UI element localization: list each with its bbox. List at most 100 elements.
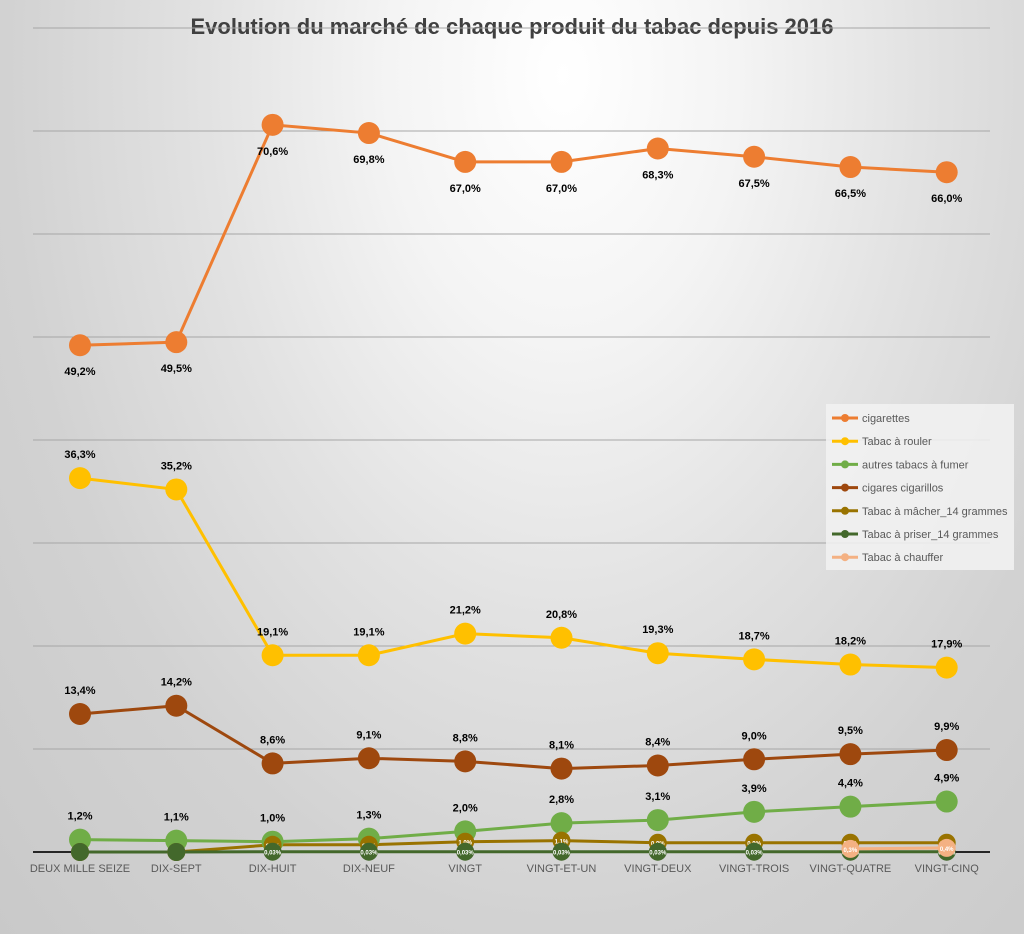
data-point[interactable]	[839, 156, 862, 179]
legend-entry[interactable]: Tabac à mâcher_14 grammes	[862, 506, 1008, 518]
legend-swatch-marker	[841, 414, 849, 422]
data-label: 9,1%	[356, 729, 381, 741]
data-point[interactable]	[550, 626, 573, 649]
data-label: 2,8%	[549, 794, 574, 806]
data-label: 8,8%	[453, 732, 478, 744]
data-point[interactable]	[646, 809, 669, 832]
data-point[interactable]	[743, 648, 766, 671]
data-point[interactable]	[839, 795, 862, 818]
data-label: 21,2%	[450, 605, 481, 617]
data-point[interactable]	[646, 642, 669, 665]
data-label: 18,7%	[738, 630, 769, 642]
data-label: 1,3%	[356, 810, 381, 822]
data-point[interactable]	[743, 748, 766, 771]
data-label: 49,5%	[161, 363, 192, 375]
data-label: 1,1%	[164, 812, 189, 824]
data-point[interactable]	[261, 752, 284, 775]
data-point[interactable]	[454, 622, 477, 645]
legend-swatch-marker	[841, 506, 849, 515]
data-label: 66,5%	[835, 188, 866, 200]
data-label: 36,3%	[64, 449, 95, 461]
data-label: 3,9%	[742, 783, 767, 795]
data-point[interactable]	[935, 161, 958, 184]
data-label: 8,4%	[645, 736, 670, 748]
data-label: 0,03%	[264, 851, 282, 857]
legend-entry[interactable]: Tabac à rouler	[862, 436, 932, 448]
data-point[interactable]	[359, 842, 378, 861]
x-tick-label: DIX-HUIT	[249, 863, 297, 875]
data-point[interactable]	[743, 800, 766, 823]
data-point[interactable]	[357, 122, 380, 145]
data-label: 9,5%	[838, 725, 863, 737]
data-point[interactable]	[357, 747, 380, 770]
data-point[interactable]	[743, 145, 766, 168]
series-line-3	[79, 704, 947, 771]
x-tick-label: VINGT-TROIS	[719, 863, 789, 875]
data-label: 0,03%	[553, 851, 571, 857]
series-line-6	[850, 846, 947, 851]
data-label: 2,0%	[453, 802, 478, 814]
data-point[interactable]	[552, 842, 571, 861]
data-label: 0,03%	[746, 851, 764, 857]
data-point[interactable]	[935, 656, 958, 679]
data-point[interactable]	[648, 842, 667, 861]
data-point[interactable]	[646, 754, 669, 777]
data-point[interactable]	[745, 842, 764, 861]
data-point[interactable]	[167, 843, 186, 861]
legend-entry[interactable]: Tabac à chauffer	[862, 552, 943, 564]
data-label: 19,3%	[642, 624, 673, 636]
data-point[interactable]	[454, 750, 477, 773]
data-point[interactable]	[839, 653, 862, 676]
data-label: 0,03%	[649, 851, 667, 857]
data-label: 19,1%	[353, 626, 384, 638]
data-label: 70,6%	[257, 146, 288, 158]
chart-title: Evolution du marché de chaque produit du…	[190, 14, 833, 39]
data-point[interactable]	[646, 137, 669, 160]
data-point[interactable]	[841, 839, 860, 858]
x-tick-label: VINGT	[448, 863, 482, 875]
data-label: 0,03%	[360, 851, 378, 857]
legend-entry[interactable]: cigarettes	[862, 413, 910, 425]
data-point[interactable]	[261, 644, 284, 667]
data-label: 4,4%	[838, 778, 863, 790]
series-line-2	[79, 800, 947, 844]
data-point[interactable]	[454, 150, 477, 173]
series-line-1	[79, 476, 947, 670]
legend-swatch-marker	[841, 483, 849, 492]
x-tick-label: DIX-NEUF	[343, 863, 395, 875]
data-point[interactable]	[456, 842, 475, 861]
legend-entry[interactable]: cigares cigarillos	[862, 483, 944, 495]
data-label: 18,2%	[835, 636, 866, 648]
data-point[interactable]	[261, 113, 284, 136]
data-point[interactable]	[69, 702, 91, 725]
data-point[interactable]	[263, 842, 282, 861]
x-tick-label: VINGT-DEUX	[624, 863, 692, 875]
data-point[interactable]	[935, 739, 958, 762]
data-point[interactable]	[165, 331, 188, 354]
data-point[interactable]	[550, 150, 573, 173]
x-tick-label: DIX-SEPT	[151, 863, 202, 875]
data-point[interactable]	[165, 694, 188, 717]
data-label: 67,5%	[738, 178, 769, 190]
data-label: 13,4%	[64, 685, 95, 697]
data-point[interactable]	[935, 790, 958, 813]
data-point[interactable]	[165, 478, 188, 501]
data-label: 67,0%	[450, 183, 481, 195]
data-point[interactable]	[839, 743, 862, 766]
data-label: 9,9%	[934, 721, 959, 733]
data-point[interactable]	[71, 843, 89, 861]
data-label: 14,2%	[161, 677, 192, 689]
data-point[interactable]	[550, 757, 573, 780]
data-point[interactable]	[937, 838, 956, 857]
data-label: 17,9%	[931, 639, 962, 651]
data-point[interactable]	[550, 812, 573, 835]
legend-entry[interactable]: autres tabacs à fumer	[862, 459, 969, 471]
data-label: 1,0%	[260, 813, 285, 825]
data-point[interactable]	[69, 334, 91, 357]
data-point[interactable]	[69, 467, 91, 490]
legend-entry[interactable]: Tabac à priser_14 grammes	[862, 529, 999, 541]
data-point[interactable]	[357, 644, 380, 667]
data-label: 67,0%	[546, 183, 577, 195]
